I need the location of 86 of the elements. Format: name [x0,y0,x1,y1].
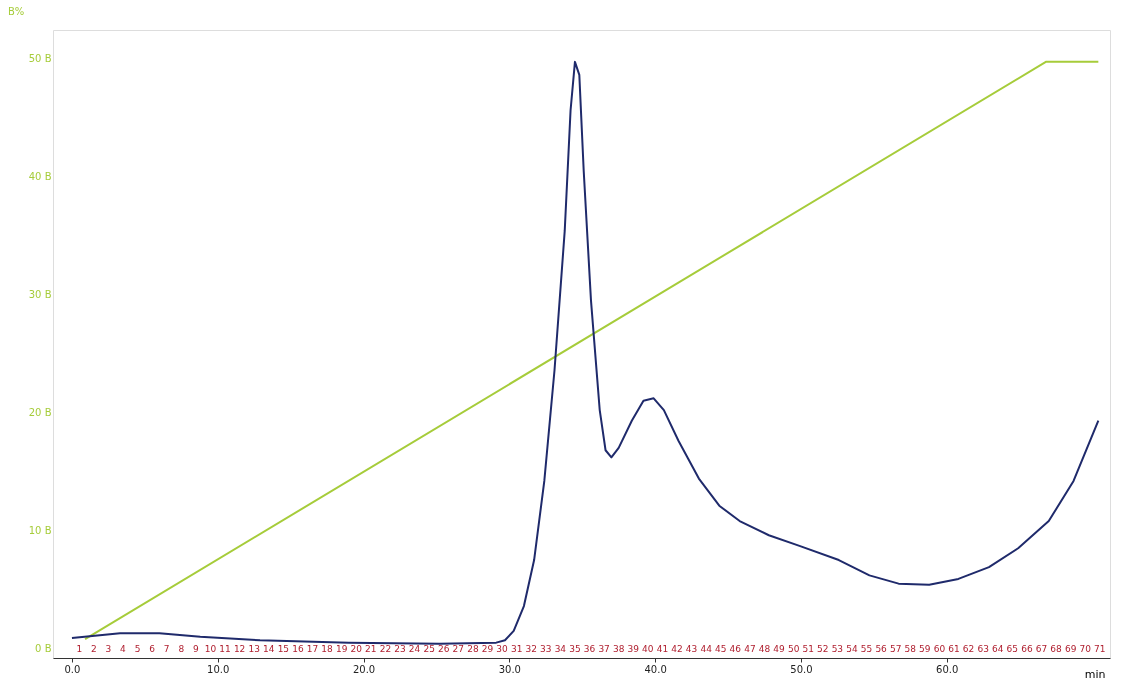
x2-tick-label: 59 [919,644,931,654]
x2-tick-label: 11 [219,644,231,654]
x-axis-title: min [1084,667,1106,679]
x2-tick-label: 55 [860,644,873,654]
x2-tick-label: 65 [1006,644,1019,654]
y-tick-label: 0 B [35,643,52,655]
x2-tick-label: 26 [438,644,450,654]
x2-tick-label: 69 [1064,644,1077,654]
x2-tick-label: 29 [481,644,494,654]
x2-tick-label: 58 [904,644,917,654]
x2-tick-label: 16 [292,644,304,654]
x2-tick-label: 61 [948,644,960,654]
x2-tick-label: 13 [248,644,260,654]
x-tick-label: 10.0 [207,663,230,675]
x2-tick-label: 40 [642,644,654,654]
x2-tick-label: 18 [321,644,334,654]
x2-tick-label: 62 [962,644,975,654]
x2-tick-label: 54 [846,644,858,654]
x2-tick-label: 8 [178,644,185,654]
x2-tick-label: 71 [1094,644,1106,654]
y-tick-label: 50 B [28,52,52,64]
x2-tick-label: 24 [408,644,421,654]
x2-tick-label: 50 [787,644,800,654]
x2-tick-label: 28 [467,644,479,654]
x2-tick-label: 21 [365,644,377,654]
x2-tick-label: 44 [700,644,713,654]
x-tick-label: 20.0 [352,663,376,675]
y-tick-label: 20 B [28,406,52,418]
x2-tick-label: 12 [233,644,246,654]
x2-tick-label: 60 [933,644,946,654]
x2-tick-label: 47 [744,644,756,654]
x2-tick-label: 1 [76,644,83,654]
x2-tick-label: 22 [379,644,392,654]
x2-tick-label: 14 [263,644,275,654]
x2-tick-label: 6 [149,644,156,654]
y-tick-label: 40 B [28,170,52,182]
x2-tick-label: 56 [875,644,888,654]
x2-tick-label: 5 [134,644,141,654]
x2-tick-label: 43 [685,644,698,654]
x2-tick-label: 70 [1079,644,1092,654]
x2-tick-label: 15 [277,644,290,654]
x2-tick-label: 63 [977,644,989,654]
x2-tick-label: 52 [817,644,829,654]
x2-tick-label: 46 [729,644,742,654]
x2-tick-label: 48 [758,644,771,654]
x2-tick-label: 20 [350,644,363,654]
x2-tick-label: 17 [306,644,319,654]
x2-tick-label: 2 [90,644,97,654]
x-tick-label: 50.0 [790,663,813,675]
x2-tick-label: 67 [1035,644,1048,654]
x2-tick-label: 27 [452,644,465,654]
x2-tick-label: 3 [105,644,112,654]
x2-tick-label: 39 [627,644,640,654]
x2-tick-label: 49 [773,644,786,654]
x-tick-label: 60.0 [936,663,959,675]
x2-tick-label: 35 [569,644,581,654]
x2-tick-label: 34 [554,644,567,654]
x2-tick-label: 42 [671,644,683,654]
x2-tick-label: 31 [510,644,523,654]
x-tick-label: 40.0 [644,663,667,675]
x2-tick-label: 32 [525,644,537,654]
y-tick-label: 30 B [28,288,52,300]
x2-tick-label: 45 [715,644,727,654]
x2-tick-label: 19 [335,644,348,654]
x2-tick-label: 36 [583,644,596,654]
x-tick-label: 0.0 [64,663,81,675]
x2-tick-label: 25 [423,644,435,654]
y-tick-label: 10 B [28,525,52,537]
x2-tick-label: 57 [889,644,902,654]
x2-tick-label: 30 [496,644,509,654]
x2-tick-label: 9 [193,644,200,654]
x2-tick-label: 10 [204,644,217,654]
x2-tick-label: 41 [656,644,669,654]
x2-tick-label: 66 [1021,644,1033,654]
x2-tick-label: 51 [802,644,814,654]
x2-tick-label: 68 [1050,644,1063,654]
x2-tick-label: 33 [540,644,552,654]
x2-tick-label: 23 [394,644,406,654]
x-tick-label: 30.0 [498,663,521,675]
x2-tick-label: 4 [120,644,127,654]
x2-tick-label: 53 [831,644,844,654]
x2-tick-label: 38 [612,644,625,654]
x2-tick-label: 64 [992,644,1004,654]
x2-tick-label: 37 [598,644,610,654]
y-axis-title: B% [8,6,25,17]
x2-tick-label: 7 [163,644,170,654]
